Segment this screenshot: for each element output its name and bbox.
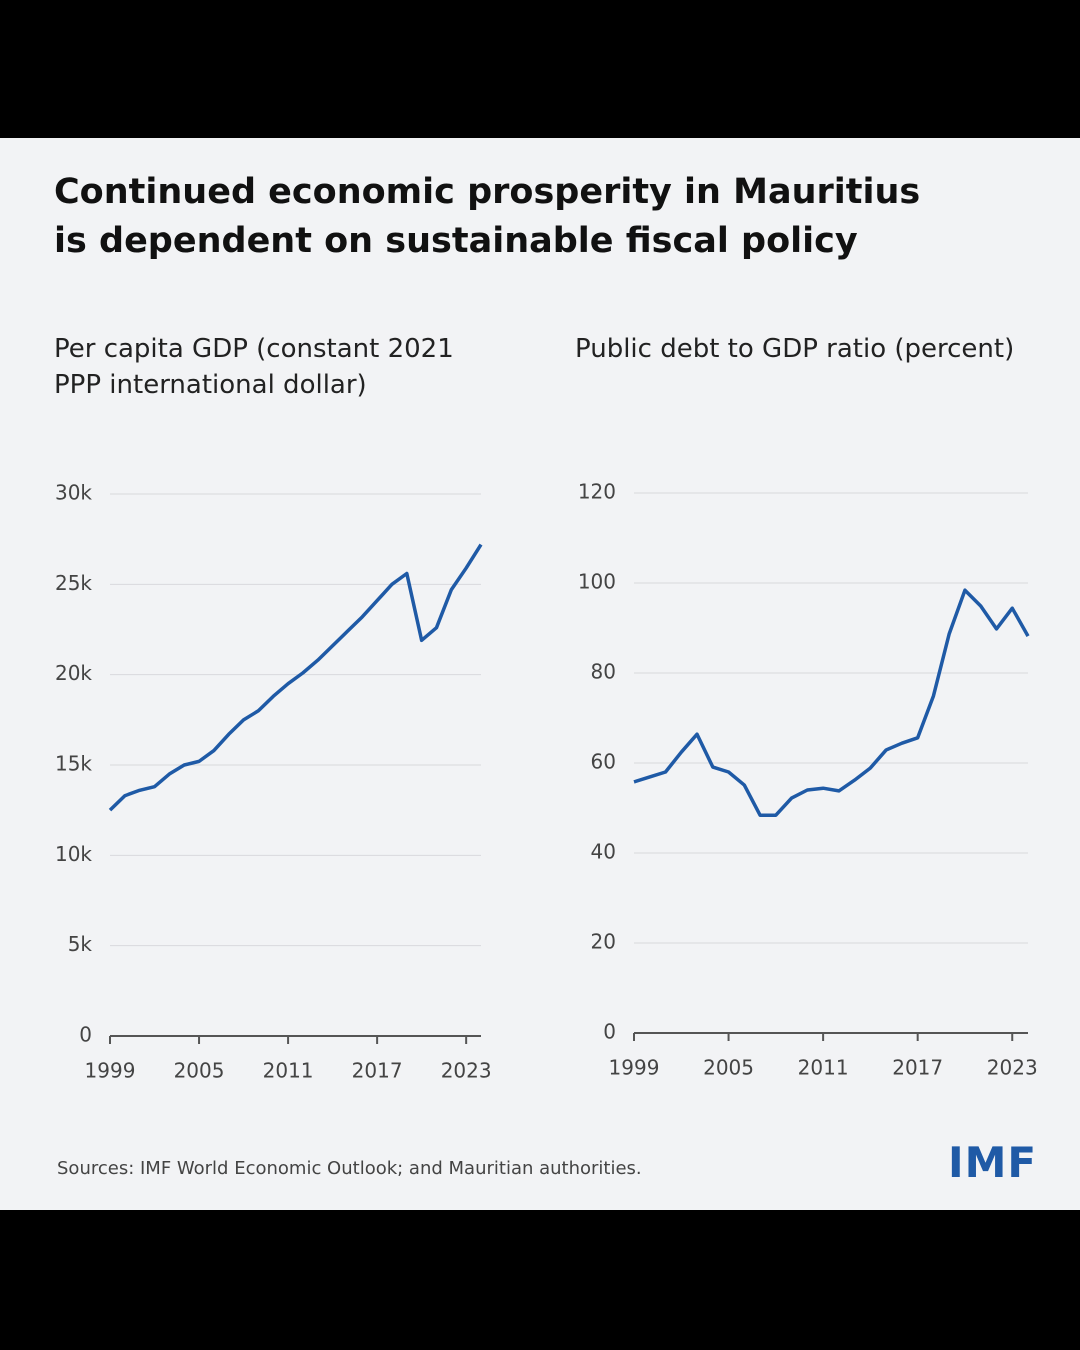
chart-subtitle: Public debt to GDP ratio (percent) [575, 334, 1015, 364]
y-tick-label: 100 [578, 570, 616, 594]
y-tick-label: 40 [591, 840, 616, 864]
x-tick-label: 2017 [892, 1056, 943, 1080]
y-tick-label: 20 [591, 930, 616, 954]
data-line [633, 588, 1030, 817]
logo: IMF [948, 1138, 1038, 1187]
x-tick-label: 1999 [609, 1056, 660, 1080]
x-tick-label: 2017 [352, 1059, 403, 1083]
x-tick-label: 1999 [85, 1059, 136, 1083]
source-note: Sources: IMF World Economic Outlook; and… [57, 1158, 642, 1179]
y-tick-label: 25k [55, 571, 92, 595]
y-tick-label: 20k [55, 661, 92, 685]
y-tick-label: 0 [603, 1020, 616, 1044]
x-tick-label: 2011 [798, 1056, 849, 1080]
y-tick-label: 120 [578, 480, 616, 504]
x-tick-label: 2005 [174, 1059, 225, 1083]
x-tick-label: 2023 [441, 1059, 492, 1083]
chart-subtitle: Per capita GDP (constant 2021 PPP intern… [54, 334, 454, 400]
card: Continued economic prosperity in Mauriti… [0, 138, 1080, 1210]
title: Continued economic prosperity in Mauriti… [54, 172, 921, 261]
y-tick-label: 10k [55, 842, 92, 866]
x-tick-label: 2011 [263, 1059, 314, 1083]
x-tick-label: 2023 [987, 1056, 1038, 1080]
x-tick-label: 2005 [703, 1056, 754, 1080]
y-tick-label: 30k [55, 481, 92, 505]
y-tick-label: 5k [68, 932, 93, 956]
data-line [108, 543, 483, 812]
y-tick-label: 0 [79, 1023, 92, 1047]
y-tick-label: 80 [591, 660, 616, 684]
y-tick-label: 60 [591, 750, 616, 774]
y-tick-label: 15k [55, 752, 92, 776]
